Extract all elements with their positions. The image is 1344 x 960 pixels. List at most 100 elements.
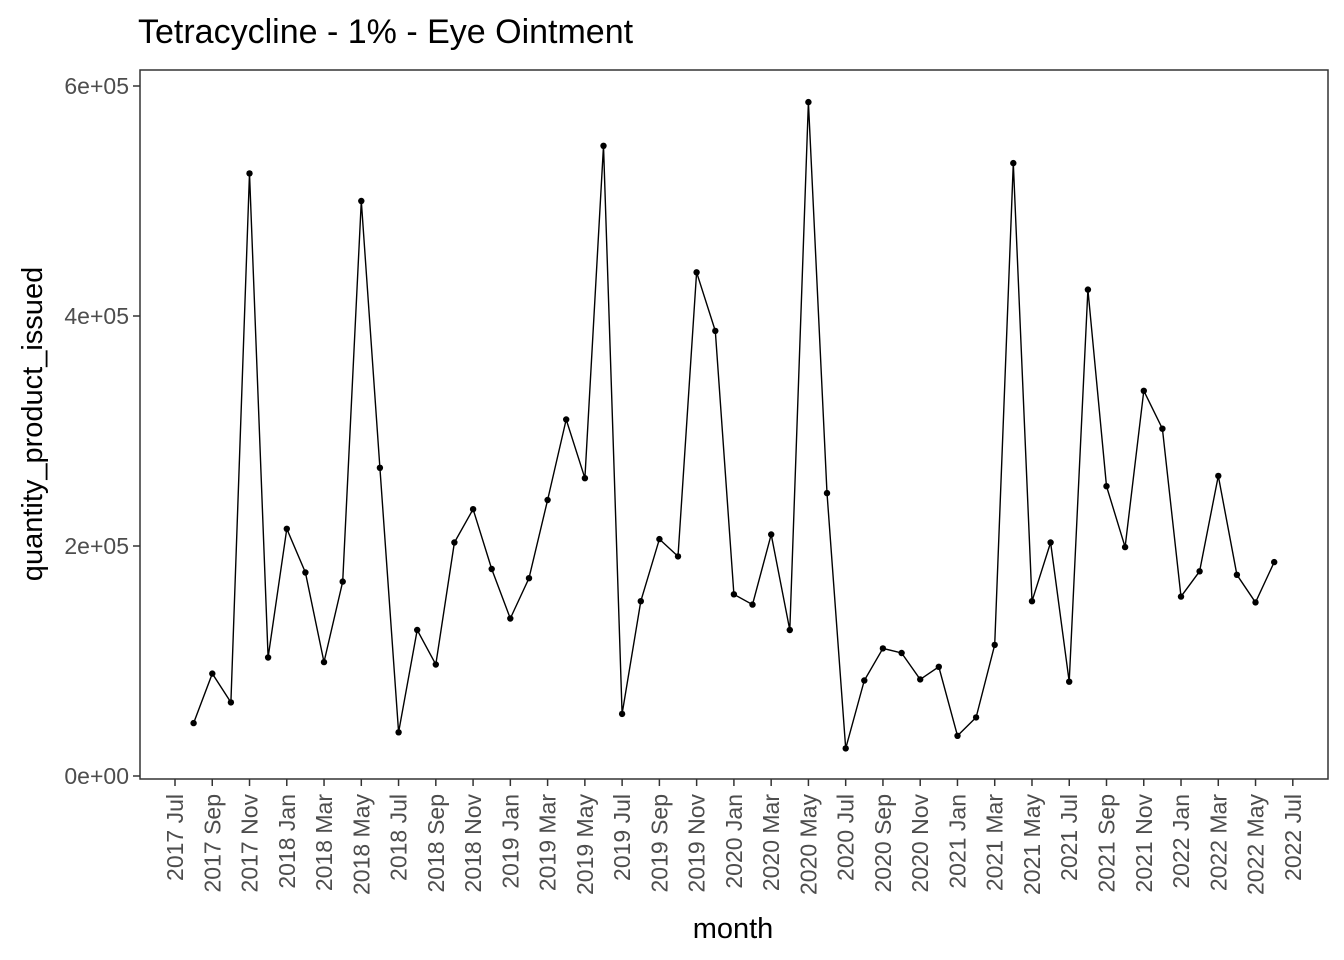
x-tick-label: 2017 Jul <box>162 794 188 881</box>
data-point <box>637 598 644 605</box>
x-tick-label: 2019 Jul <box>609 794 635 881</box>
data-point <box>451 539 458 546</box>
y-tick-label: 4e+05 <box>64 303 129 329</box>
data-point <box>823 489 831 497</box>
data-point <box>898 649 905 657</box>
data-point <box>712 327 719 335</box>
data-point <box>861 677 868 684</box>
x-tick-label: 2020 Sep <box>870 794 896 892</box>
data-point <box>730 591 738 598</box>
x-tick-label: 2019 May <box>572 794 598 896</box>
y-axis: 0e+00 2e+05 4e+05 6e+05 <box>64 73 140 789</box>
data-point <box>395 729 402 736</box>
y-tick-label: 2e+05 <box>64 533 129 559</box>
x-tick-label: 2019 Sep <box>646 794 672 892</box>
data-point <box>1066 678 1073 685</box>
data-point <box>1103 483 1110 490</box>
x-tick-label: 2021 May <box>1019 794 1045 896</box>
data-point <box>283 525 290 532</box>
data-point <box>991 641 998 649</box>
data-point <box>917 676 924 683</box>
data-point <box>563 416 570 423</box>
data-point <box>1028 598 1036 605</box>
x-tick-label: 2021 Sep <box>1094 794 1120 892</box>
data-point <box>1177 593 1185 600</box>
x-tick-label: 2018 Mar <box>311 794 337 892</box>
data-point <box>1233 571 1241 578</box>
x-axis-title: month <box>693 913 774 945</box>
series-line <box>192 102 1275 749</box>
data-point <box>1215 472 1222 480</box>
data-point <box>935 663 942 670</box>
data-point <box>525 575 533 582</box>
data-point <box>618 710 626 718</box>
data-point <box>581 475 589 482</box>
data-point <box>805 98 812 106</box>
data-point <box>768 531 775 538</box>
x-tick-label: 2020 Mar <box>758 794 784 892</box>
x-tick-label: 2018 May <box>348 794 374 896</box>
x-tick-label: 2021 Mar <box>982 794 1008 892</box>
data-point <box>227 699 235 706</box>
data-point <box>749 601 756 608</box>
data-point <box>1252 599 1259 606</box>
x-tick-label: 2020 May <box>795 794 821 896</box>
data-point <box>674 553 682 560</box>
x-tick-label: 2019 Mar <box>535 794 561 892</box>
data-point <box>414 626 421 634</box>
data-point <box>600 142 607 149</box>
x-tick-label: 2018 Jul <box>386 794 412 881</box>
data-point <box>972 714 980 721</box>
x-tick-label: 2020 Nov <box>907 794 933 893</box>
x-tick-label: 2019 Nov <box>684 794 710 893</box>
data-point <box>1121 543 1129 551</box>
data-point <box>1084 286 1092 293</box>
data-point <box>1047 539 1054 546</box>
data-point <box>488 565 495 573</box>
data-point <box>1271 558 1278 566</box>
plot-panel <box>139 69 1329 780</box>
data-point <box>1010 159 1017 167</box>
y-tick-label: 6e+05 <box>64 73 129 99</box>
data-point <box>1140 387 1148 394</box>
data-point <box>358 197 365 205</box>
data-point <box>320 658 328 666</box>
data-point <box>544 496 551 504</box>
data-point <box>432 661 439 668</box>
data-point <box>507 615 514 622</box>
y-tick-label: 0e+00 <box>64 763 129 789</box>
data-point <box>264 654 272 661</box>
data-points <box>190 98 1278 752</box>
data-point <box>209 670 216 677</box>
data-point <box>879 645 887 652</box>
x-tick-label: 2022 Mar <box>1205 794 1231 892</box>
x-tick-label: 2022 May <box>1243 794 1269 896</box>
x-tick-label: 2021 Nov <box>1131 794 1157 893</box>
data-point <box>693 269 700 276</box>
x-tick-label: 2018 Jan <box>274 794 300 889</box>
data-point <box>954 732 961 739</box>
data-point <box>1159 425 1166 432</box>
data-point <box>302 569 309 576</box>
x-tick-label: 2020 Jul <box>833 794 859 881</box>
data-point <box>1196 568 1203 575</box>
data-point <box>469 506 477 513</box>
data-point <box>656 535 663 543</box>
data-point <box>246 170 253 177</box>
data-point <box>339 578 346 585</box>
x-tick-label: 2022 Jul <box>1280 794 1306 881</box>
x-tick-label: 2018 Sep <box>423 794 449 892</box>
data-point <box>842 745 849 752</box>
x-tick-label: 2022 Jan <box>1168 794 1194 889</box>
x-tick-label: 2019 Jan <box>497 794 523 889</box>
x-axis: 2017 Jul 2017 Sep 2017 Nov 2018 Jan 2018 Mar… <box>162 779 1306 895</box>
x-tick-label: 2018 Nov <box>460 794 486 893</box>
x-tick-label: 2021 Jul <box>1056 794 1082 881</box>
x-tick-label: 2021 Jan <box>944 794 970 889</box>
data-point <box>786 626 793 634</box>
y-axis-title: quantity_product_issued <box>17 267 49 581</box>
chart-title: Tetracycline - 1% - Eye Ointment <box>138 13 634 51</box>
data-point <box>190 719 197 727</box>
x-tick-label: 2017 Sep <box>199 794 225 892</box>
